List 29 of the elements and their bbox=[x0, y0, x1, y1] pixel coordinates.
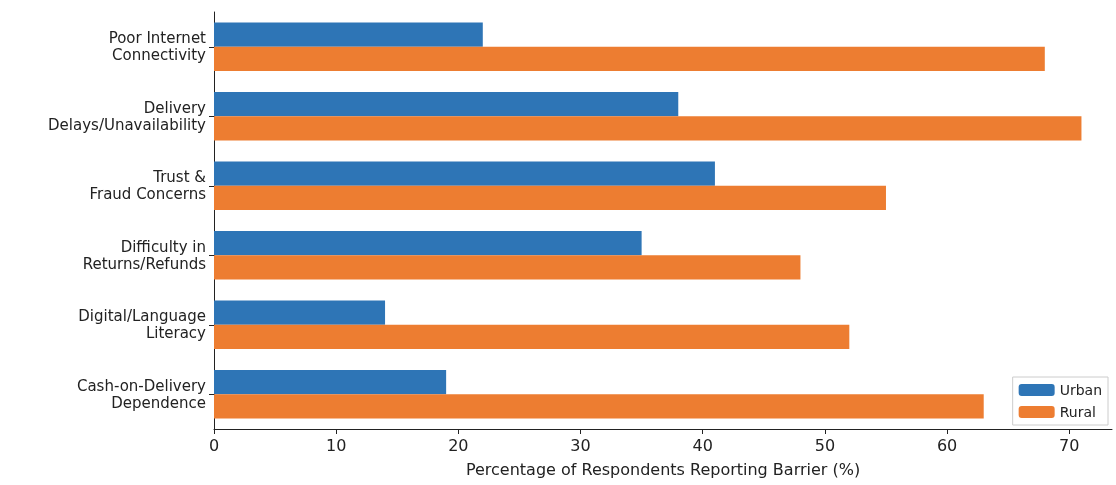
y-tick-label: Digital/Language Literacy bbox=[78, 307, 207, 343]
x-tick-label: 10 bbox=[326, 435, 347, 455]
x-tick-label: 70 bbox=[1059, 435, 1080, 455]
x-tick-label: 30 bbox=[570, 435, 591, 455]
legend-label: Rural bbox=[1059, 404, 1096, 420]
y-tick-label: Trust & Fraud Concerns bbox=[89, 168, 207, 204]
bar bbox=[214, 255, 801, 280]
y-tick-label: Difficulty in Returns/Refunds bbox=[82, 237, 207, 273]
bar bbox=[214, 369, 447, 395]
y-tick-label: Poor Internet Connectivity bbox=[108, 29, 207, 65]
legend-label: Urban bbox=[1059, 382, 1102, 398]
x-tick-label: 0 bbox=[208, 435, 220, 455]
bar bbox=[214, 22, 483, 47]
bar bbox=[214, 300, 386, 325]
x-tick-label: 50 bbox=[814, 435, 836, 455]
bar bbox=[214, 91, 679, 117]
bar bbox=[214, 116, 1082, 141]
bar bbox=[214, 230, 642, 256]
bar bbox=[214, 46, 1045, 72]
x-tick-label: 40 bbox=[692, 435, 713, 455]
bar bbox=[214, 161, 715, 186]
y-tick-label: Delivery Delays/Unavailability bbox=[48, 98, 207, 134]
x-axis-title: Percentage of Respondents Reporting Barrier (%) bbox=[465, 459, 861, 479]
y-tick-label: Cash-on-Delivery Dependence bbox=[76, 376, 207, 412]
bar bbox=[214, 324, 850, 350]
bar bbox=[214, 394, 984, 419]
bar bbox=[214, 185, 886, 211]
x-tick-label: 20 bbox=[448, 435, 469, 455]
x-tick-label: 60 bbox=[936, 435, 958, 455]
